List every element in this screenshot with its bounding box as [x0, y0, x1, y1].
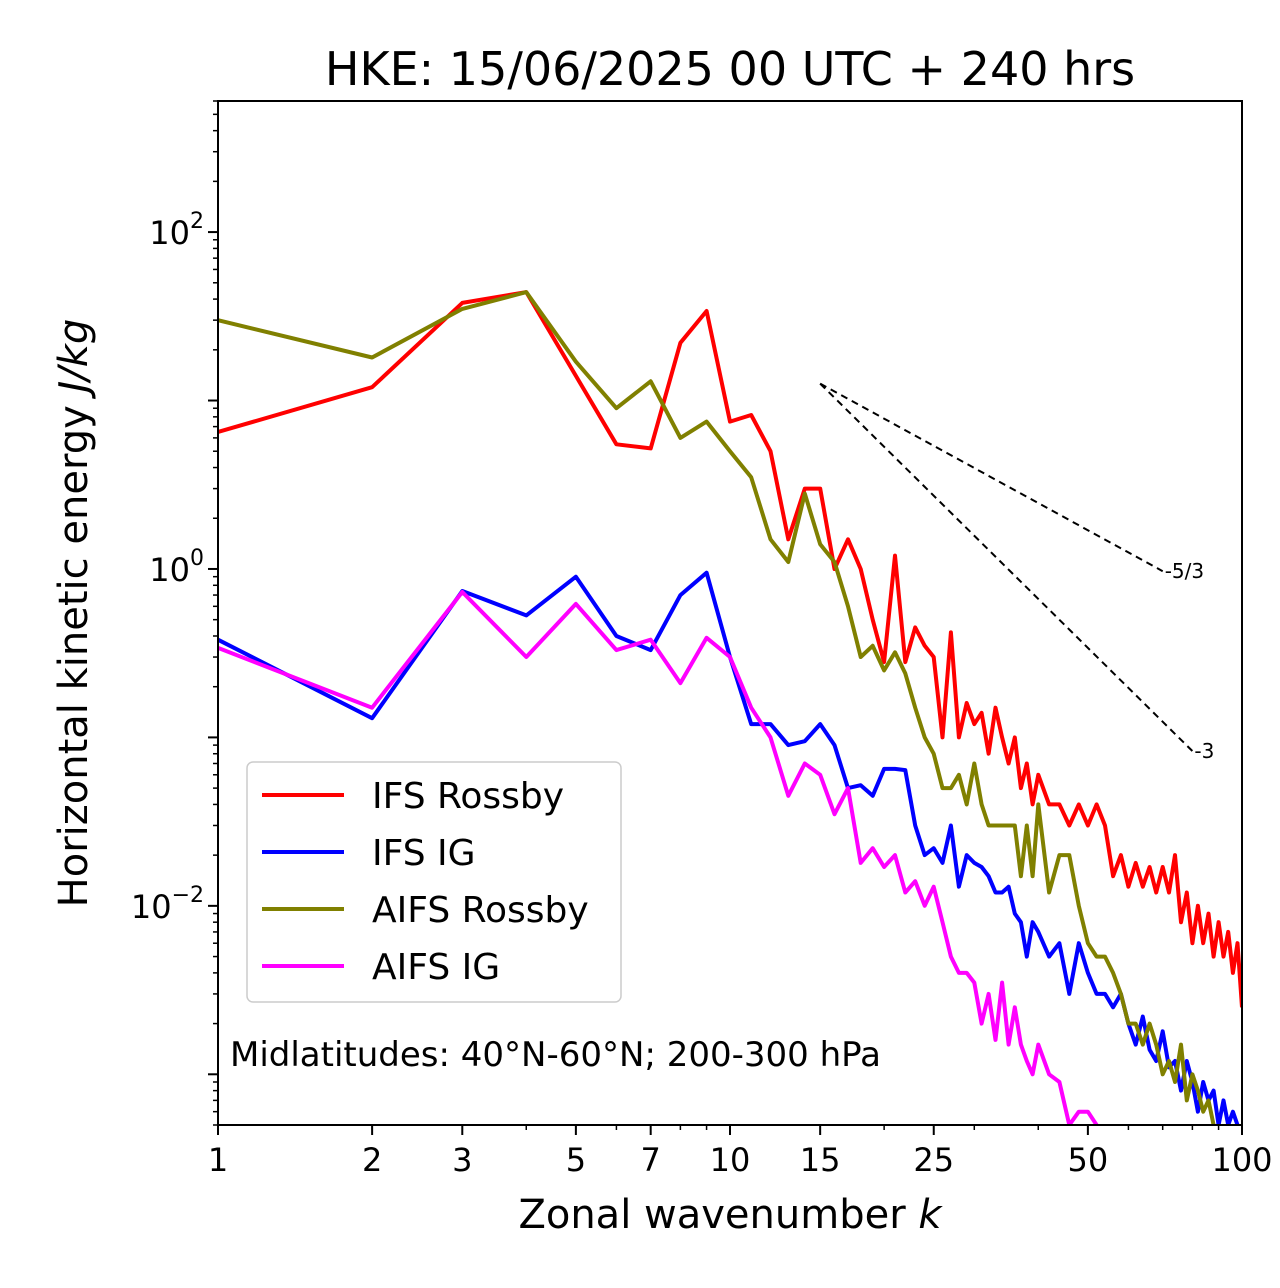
y-tick-label: 102: [149, 209, 204, 252]
x-tick-label: 7: [641, 1141, 661, 1179]
x-tick-label: 10: [710, 1141, 751, 1179]
x-tick-label: 25: [913, 1141, 954, 1179]
x-tick-label: 100: [1211, 1141, 1272, 1179]
y-tick-label: 100: [149, 546, 204, 589]
series-line-aifs-rossby: [218, 290, 1216, 1125]
reference-slope-line: [819, 382, 1164, 573]
x-tick-label: 1: [208, 1141, 228, 1179]
x-axis-label: Zonal wavenumber k: [518, 1192, 943, 1238]
legend-label: AIFS Rossby: [372, 890, 589, 931]
x-tick-label: 2: [362, 1141, 382, 1179]
legend-box: [246, 761, 622, 1003]
legend-label: IFS IG: [372, 833, 476, 874]
legend: IFS Rossby IFS IG AIFS Rossby AIFS IG: [246, 761, 622, 1003]
reference-slope-line: [819, 382, 1194, 752]
y-axis: 102 100 10−2: [131, 100, 218, 1126]
region-annotation: Midlatitudes: 40°N-60°N; 200-300 hPa: [230, 1035, 881, 1075]
y-tick-label: 10−2: [131, 883, 204, 926]
legend-label: IFS Rossby: [372, 776, 564, 817]
reference-slope-label: -5/3: [1165, 559, 1204, 583]
series-line-ifs-rossby: [218, 290, 1242, 1008]
reference-slope-label: -3: [1194, 739, 1214, 763]
chart-title: HKE: 15/06/2025 00 UTC + 240 hrs: [325, 42, 1135, 96]
series-lines: [218, 290, 1242, 1125]
x-tick-label: 15: [800, 1141, 841, 1179]
legend-label: AIFS IG: [372, 947, 500, 988]
series-line-aifs-ig: [218, 590, 1099, 1125]
x-tick-label: 3: [452, 1141, 472, 1179]
x-axis: 1 2 3 5 7 10 15 25 50 100: [208, 1125, 1273, 1179]
x-tick-label: 5: [566, 1141, 586, 1179]
y-axis-label: Horizontal kinetic energy J/kg: [51, 319, 97, 908]
reference-slope-lines: -5/3 -3: [819, 382, 1214, 763]
x-tick-label: 50: [1068, 1141, 1109, 1179]
